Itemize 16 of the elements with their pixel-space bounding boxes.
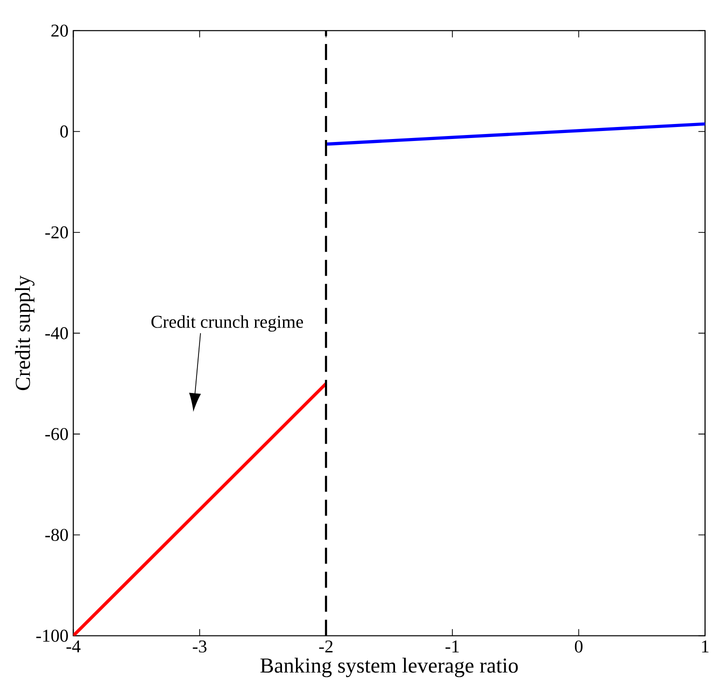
- y-tick-label: 0: [60, 126, 68, 138]
- y-tick-label: -40: [45, 327, 68, 340]
- x-tick-label: -2: [319, 640, 333, 653]
- x-tick-label: 1: [702, 640, 708, 653]
- y-tick-label: -60: [45, 428, 68, 440]
- y-tick-label: -80: [45, 529, 68, 542]
- x-tick-label: 0: [574, 640, 583, 653]
- y-axis-title: Credit supply: [15, 276, 34, 390]
- y-tick-label: -100: [36, 630, 68, 642]
- y-tick-label: 20: [51, 24, 68, 37]
- x-tick-label: -4: [66, 640, 81, 653]
- x-tick-label: -1: [446, 640, 459, 653]
- y-tick-label: -20: [45, 226, 68, 239]
- x-tick-label: -3: [192, 640, 206, 653]
- x-axis-title: Banking system leverage ratio: [260, 658, 518, 678]
- annotation: Credit crunch regime: [151, 315, 303, 332]
